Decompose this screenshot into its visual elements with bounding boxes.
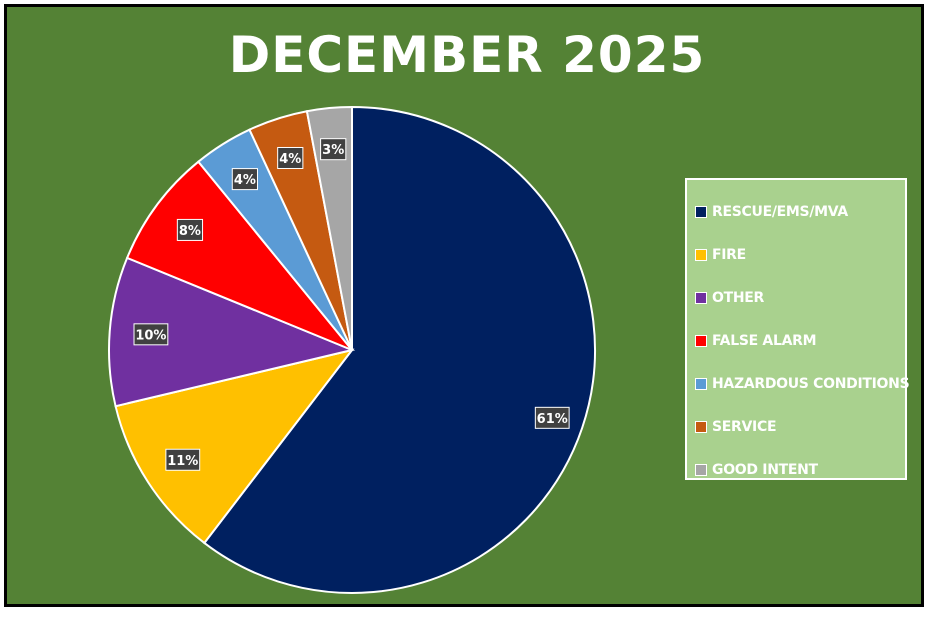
legend-swatch [695,248,707,261]
data-label-fire: 11% [165,448,201,471]
legend-label: HAZARDOUS CONDITIONS [712,375,910,392]
data-label-text: 4% [279,152,301,167]
legend-swatch [695,334,707,347]
legend-label: GOOD INTENT [712,461,818,478]
data-label-other: 10% [133,323,169,346]
pie-slice-other [108,256,356,408]
legend-item-hazardous-conditions: HAZARDOUS CONDITIONS [687,362,910,405]
data-label-good-intent: 3% [320,138,347,161]
data-label-box [534,406,570,429]
legend-swatch [695,420,707,433]
legend-swatch [695,205,707,218]
legend-label: OTHER [712,289,765,306]
data-label-box [277,146,304,169]
pie-slice-good-intent [305,105,353,351]
data-label-false-alarm: 8% [176,218,204,241]
data-label-text: 4% [234,173,256,188]
chart-legend: RESCUE/EMS/MVA FIRE OTHER FALSE ALARM HAZARD… [685,178,910,480]
data-label-service: 4% [277,146,304,169]
data-label-text: 61% [537,412,568,427]
chart-title: DECEMBER 2025 [228,26,706,84]
legend-label: RESCUE/EMS/MVA [712,203,848,220]
data-label-text: 8% [179,224,201,239]
legend-item-rescue-ems-mva: RESCUE/EMS/MVA [687,190,905,233]
data-label-text: 10% [135,328,166,343]
data-label-box [231,168,258,191]
pie-slice-fire [114,348,355,545]
legend-label: SERVICE [712,418,777,435]
legend-item-false-alarm: FALSE ALARM [687,319,905,362]
data-label-box [320,138,347,161]
legend-swatch [695,291,707,304]
data-label-box [176,218,204,241]
legend-item-fire: FIRE [687,233,905,276]
data-label-box [133,323,169,346]
data-label-text: 3% [322,143,344,158]
legend-label: FIRE [712,246,746,263]
pie-slice-false-alarm [125,160,353,351]
data-label-box [165,448,201,471]
data-label-hazardous-conditions: 4% [231,168,258,191]
legend-item-good-intent: GOOD INTENT [687,448,905,491]
legend-item-other: OTHER [687,276,905,319]
legend-swatch [695,463,707,476]
legend-item-service: SERVICE [687,405,905,448]
pie-slice-rescue-ems-mva [202,105,596,594]
legend-swatch [695,377,707,390]
legend-label: FALSE ALARM [712,332,817,349]
data-label-text: 11% [167,454,198,469]
data-label-rescue-ems-mva: 61% [534,406,570,429]
